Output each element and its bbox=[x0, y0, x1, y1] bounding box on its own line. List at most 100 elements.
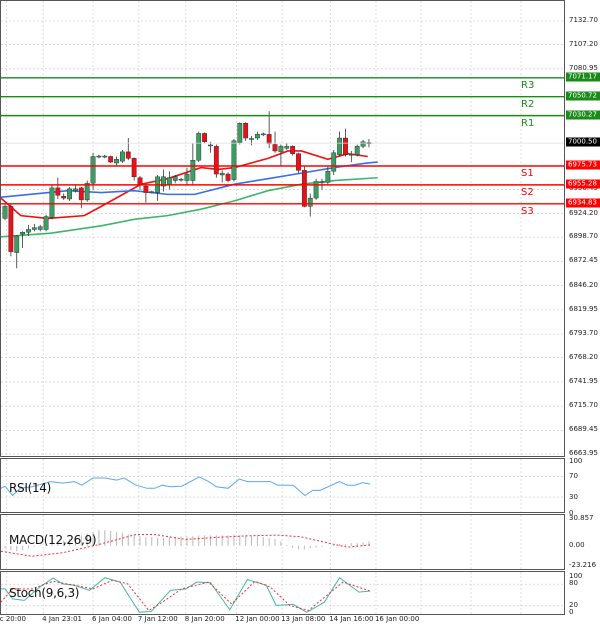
rsi-panel[interactable]: RSI(14) bbox=[0, 458, 565, 513]
candle-bullish bbox=[249, 138, 254, 140]
stoch-panel[interactable]: Stoch(9,6,3) bbox=[0, 571, 565, 615]
candle-bearish bbox=[225, 173, 231, 181]
axis-label: 0 bbox=[569, 608, 574, 616]
axis-label: 6793.70 bbox=[569, 329, 598, 338]
candle-bullish bbox=[219, 172, 225, 176]
candle-bearish bbox=[137, 177, 143, 185]
stoch-chart bbox=[1, 572, 564, 614]
rsi-axis: 100 70 30 0 bbox=[566, 457, 600, 517]
candle-bearish bbox=[266, 134, 272, 144]
candle-bearish bbox=[272, 144, 278, 152]
axis-label: 6819.95 bbox=[569, 304, 598, 313]
rsi-line bbox=[1, 476, 371, 497]
level-price-tag: 6934.83 bbox=[566, 198, 600, 208]
price-axis: 7132.707107.207080.956950.456924.206898.… bbox=[566, 0, 600, 457]
macd-panel[interactable]: MACD(12,26,9) bbox=[0, 514, 565, 570]
level-label-s1: S1 bbox=[521, 167, 534, 179]
candle-bullish bbox=[84, 183, 90, 201]
level-price-tag: 7030.27 bbox=[566, 110, 600, 120]
level-label-s3: S3 bbox=[521, 205, 534, 217]
price-chart[interactable] bbox=[1, 1, 565, 457]
macd-label: MACD(12,26,9) bbox=[9, 533, 97, 547]
axis-label: 70 bbox=[569, 472, 578, 481]
candle-bullish bbox=[102, 155, 108, 158]
candle-bullish bbox=[149, 191, 155, 193]
candle-bullish bbox=[337, 137, 342, 155]
time-label: 6 Jan 04:00 bbox=[92, 615, 132, 623]
candle-bullish bbox=[166, 177, 172, 186]
axis-label: 30 bbox=[569, 493, 578, 502]
candle-bearish bbox=[213, 146, 219, 175]
time-label: 4 Jan 23:01 bbox=[42, 615, 83, 623]
level-label-r1: R1 bbox=[521, 117, 535, 129]
candle-bullish bbox=[37, 226, 43, 230]
macd-signal-line bbox=[1, 534, 371, 557]
time-label: 7 Jan 12:00 bbox=[137, 615, 178, 623]
candle-bearish bbox=[8, 206, 14, 252]
level-price-tag: 6975.73 bbox=[566, 160, 600, 170]
candle-bearish bbox=[343, 137, 348, 155]
candle-bullish bbox=[20, 232, 26, 235]
level-price-tag: 7050.72 bbox=[566, 91, 600, 101]
candle-bearish bbox=[296, 153, 301, 171]
axis-label: 80 bbox=[569, 579, 578, 588]
candle-bullish bbox=[278, 146, 284, 153]
time-label: 13 Jan 08:00 bbox=[281, 615, 326, 623]
candle-bullish bbox=[354, 146, 360, 155]
candle-bullish bbox=[26, 229, 31, 233]
stoch-main-line bbox=[1, 576, 371, 613]
candle-bullish bbox=[260, 133, 266, 136]
axis-label: 6663.95 bbox=[569, 448, 598, 457]
price-chart-panel[interactable] bbox=[0, 0, 565, 457]
candle-bullish bbox=[96, 155, 102, 158]
candle-bearish bbox=[78, 187, 84, 201]
candle-bullish bbox=[172, 176, 178, 181]
candle-bullish bbox=[43, 216, 49, 230]
candle-bullish bbox=[178, 178, 184, 181]
candle-bearish bbox=[61, 196, 67, 199]
axis-label: 6898.70 bbox=[569, 232, 598, 241]
candle-bullish bbox=[231, 140, 237, 180]
candle-bullish bbox=[208, 144, 213, 147]
candle-bullish bbox=[73, 188, 78, 191]
level-label-s2: S2 bbox=[521, 186, 534, 198]
stoch-signal-line bbox=[1, 579, 371, 612]
candle-bullish bbox=[31, 227, 37, 230]
axis-label: 30.857 bbox=[569, 514, 594, 522]
moving-average-line-2 bbox=[1, 176, 378, 238]
candle-bullish bbox=[49, 187, 55, 218]
axis-label: 7132.70 bbox=[569, 16, 598, 24]
level-price-tag: 7071.17 bbox=[566, 72, 600, 82]
candle-bullish bbox=[196, 133, 202, 161]
level-label-r3: R3 bbox=[521, 79, 535, 91]
axis-label: 6846.20 bbox=[569, 280, 598, 289]
candle-bullish bbox=[2, 206, 8, 219]
candle-bullish bbox=[360, 141, 366, 147]
candle-bearish bbox=[243, 123, 249, 139]
axis-label: 6715.70 bbox=[569, 401, 598, 410]
candle-bullish bbox=[90, 156, 96, 184]
axis-label: 100 bbox=[569, 457, 583, 465]
axis-label: 6924.20 bbox=[569, 208, 598, 217]
candle-bullish bbox=[14, 235, 20, 253]
macd-axis: 30.857 0.00 -23.216 bbox=[566, 514, 600, 570]
candle-bearish bbox=[202, 133, 207, 142]
candle-bullish bbox=[184, 173, 190, 181]
axis-label: 7080.95 bbox=[569, 63, 598, 72]
rsi-chart bbox=[1, 459, 564, 512]
axis-label: 6741.95 bbox=[569, 376, 598, 385]
candle-bullish bbox=[325, 171, 331, 183]
axis-label: 6689.45 bbox=[569, 425, 598, 434]
candle-bullish bbox=[237, 123, 243, 143]
candle-bearish bbox=[108, 156, 114, 163]
candle-bullish bbox=[255, 134, 260, 139]
rsi-label: RSI(14) bbox=[9, 481, 52, 495]
axis-label: 6872.45 bbox=[569, 256, 598, 265]
candle-bullish bbox=[313, 181, 319, 199]
candle-bullish bbox=[114, 159, 119, 164]
level-label-r2: R2 bbox=[521, 98, 535, 110]
moving-average-line-1 bbox=[1, 161, 378, 198]
axis-label: 0.00 bbox=[569, 540, 585, 549]
axis-label: -23.216 bbox=[569, 561, 597, 569]
time-label: c 20:00 bbox=[0, 615, 27, 623]
